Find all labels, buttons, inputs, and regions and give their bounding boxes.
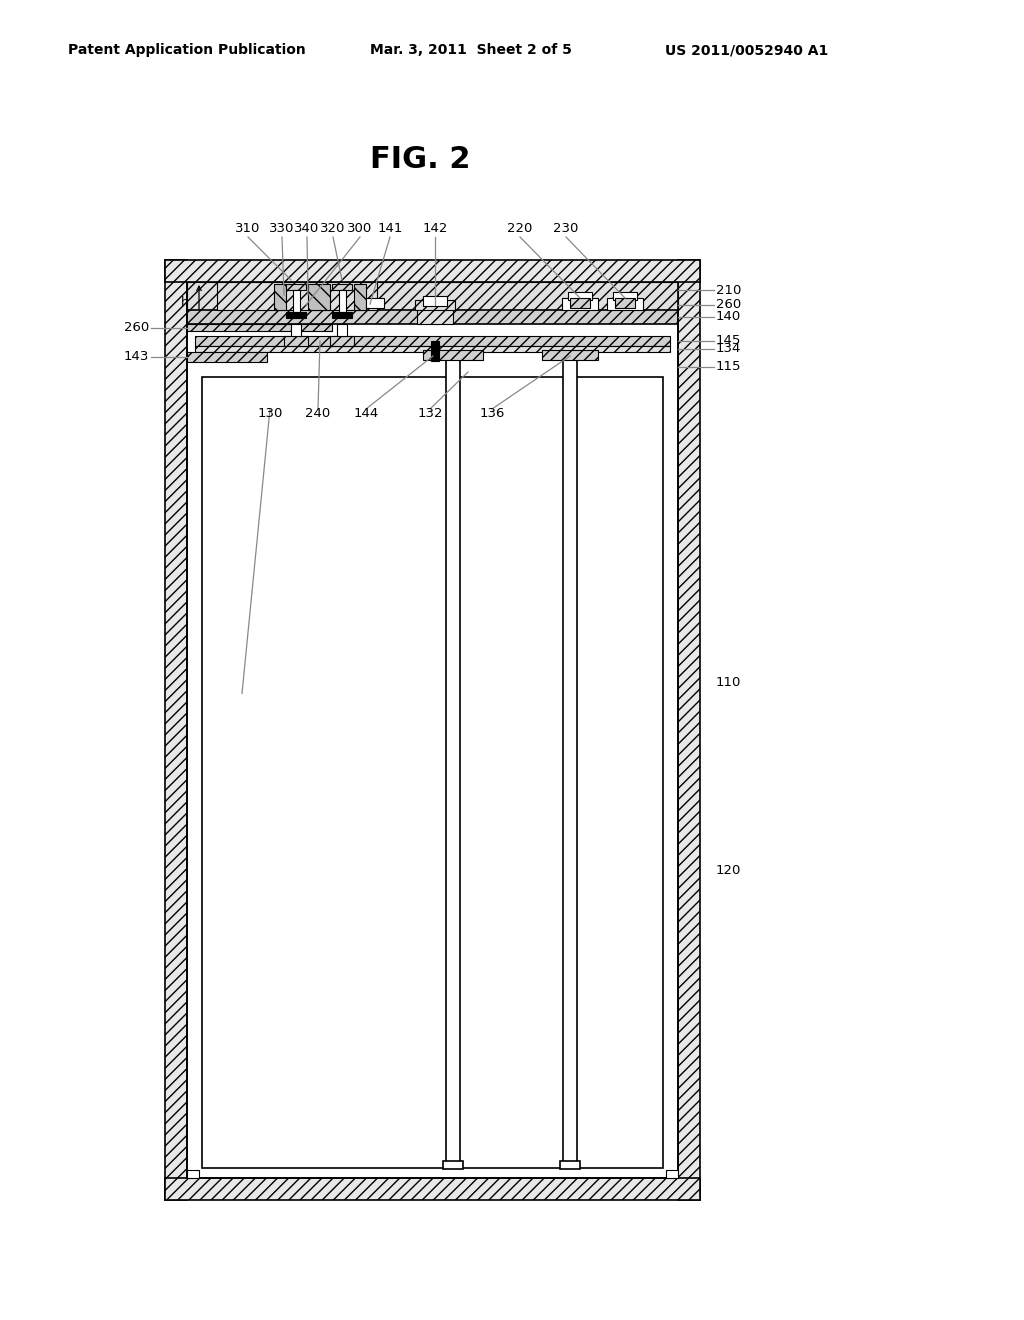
Bar — [446, 352, 460, 1163]
Text: 340: 340 — [294, 222, 319, 235]
Bar — [217, 282, 377, 310]
Bar — [615, 298, 635, 308]
Bar — [274, 284, 286, 310]
Text: 143: 143 — [124, 351, 150, 363]
Bar — [165, 260, 187, 1200]
Text: Patent Application Publication: Patent Application Publication — [68, 44, 306, 57]
Text: 142: 142 — [422, 222, 447, 235]
Text: 130: 130 — [257, 407, 283, 420]
Text: 140: 140 — [716, 310, 741, 323]
Bar — [666, 1170, 678, 1177]
Bar — [187, 323, 332, 331]
Bar — [293, 290, 300, 312]
Bar — [187, 310, 678, 323]
Text: 320: 320 — [321, 222, 346, 235]
Bar — [187, 1170, 199, 1177]
Bar — [562, 298, 598, 310]
Bar — [354, 284, 366, 310]
Text: 260: 260 — [124, 321, 150, 334]
Text: 300: 300 — [347, 222, 373, 235]
Bar — [423, 296, 447, 306]
Text: 210: 210 — [716, 284, 741, 297]
Bar — [308, 284, 330, 310]
Bar — [195, 337, 670, 346]
Text: 230: 230 — [553, 222, 579, 235]
Bar — [202, 378, 663, 1168]
Text: FIG. 2: FIG. 2 — [370, 145, 470, 174]
Bar — [607, 298, 643, 310]
Bar — [417, 302, 453, 323]
Bar — [366, 298, 384, 308]
Text: 115: 115 — [716, 360, 741, 374]
Text: 134: 134 — [716, 342, 741, 355]
Text: Mar. 3, 2011  Sheet 2 of 5: Mar. 3, 2011 Sheet 2 of 5 — [370, 44, 571, 57]
Bar — [291, 323, 301, 337]
Bar — [330, 337, 354, 346]
Text: 330: 330 — [269, 222, 295, 235]
Text: 136: 136 — [479, 407, 505, 420]
Bar — [339, 290, 346, 312]
Bar — [431, 341, 439, 360]
Bar — [187, 352, 267, 362]
Bar — [332, 284, 352, 290]
Text: US 2011/0052940 A1: US 2011/0052940 A1 — [665, 44, 828, 57]
Bar — [165, 1177, 700, 1200]
Bar — [678, 260, 700, 1200]
Bar — [187, 282, 678, 310]
Bar — [165, 260, 700, 282]
Text: 260: 260 — [716, 298, 741, 312]
Bar — [563, 352, 577, 1163]
Bar — [570, 298, 590, 308]
Text: 110: 110 — [716, 676, 741, 689]
Bar — [337, 323, 347, 337]
Text: 220: 220 — [507, 222, 532, 235]
Bar — [613, 292, 637, 300]
Text: 132: 132 — [417, 407, 442, 420]
Bar — [286, 312, 306, 318]
Text: 120: 120 — [716, 865, 741, 878]
Bar — [286, 284, 306, 290]
Text: 141: 141 — [377, 222, 402, 235]
Bar — [560, 1162, 580, 1170]
Bar — [423, 350, 483, 360]
Bar — [443, 1162, 463, 1170]
Bar — [332, 312, 352, 318]
Text: 145: 145 — [716, 334, 741, 347]
Bar — [195, 346, 670, 352]
Bar — [568, 292, 592, 300]
Text: 310: 310 — [236, 222, 261, 235]
Text: h: h — [181, 297, 189, 309]
Bar — [284, 337, 308, 346]
Text: 240: 240 — [305, 407, 331, 420]
Bar — [542, 350, 598, 360]
Bar — [415, 300, 455, 310]
Text: 144: 144 — [353, 407, 379, 420]
